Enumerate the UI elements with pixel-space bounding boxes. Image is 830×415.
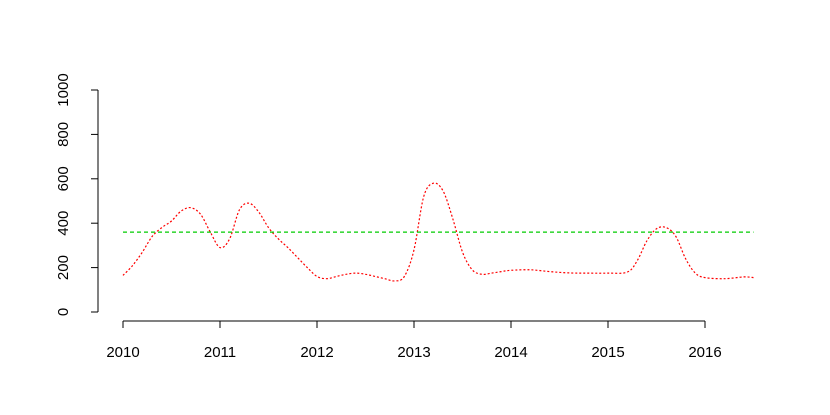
series-line-0 (122, 182, 754, 282)
x-tick-label: 2016 (688, 344, 721, 361)
y-tick-label: 0 (55, 308, 72, 316)
y-tick-label: 600 (55, 166, 72, 191)
y-tick-label: 1000 (55, 73, 72, 106)
y-tick-label: 200 (55, 255, 72, 280)
x-tick-label: 2012 (300, 344, 333, 361)
y-axis: 0 200 400 600 800 1000 (55, 73, 99, 316)
x-tick-label: 2011 (204, 344, 236, 361)
series-layer (122, 182, 754, 282)
x-axis: 2010 2011 2012 2013 2014 2015 2016 (106, 320, 722, 361)
x-tick-label: 2010 (106, 344, 139, 361)
y-tick-label: 800 (55, 122, 72, 147)
x-tick-label: 2014 (494, 344, 527, 361)
x-tick-label: 2015 (591, 344, 624, 361)
y-tick-label: 400 (55, 211, 72, 236)
x-tick-label: 2013 (397, 344, 430, 361)
